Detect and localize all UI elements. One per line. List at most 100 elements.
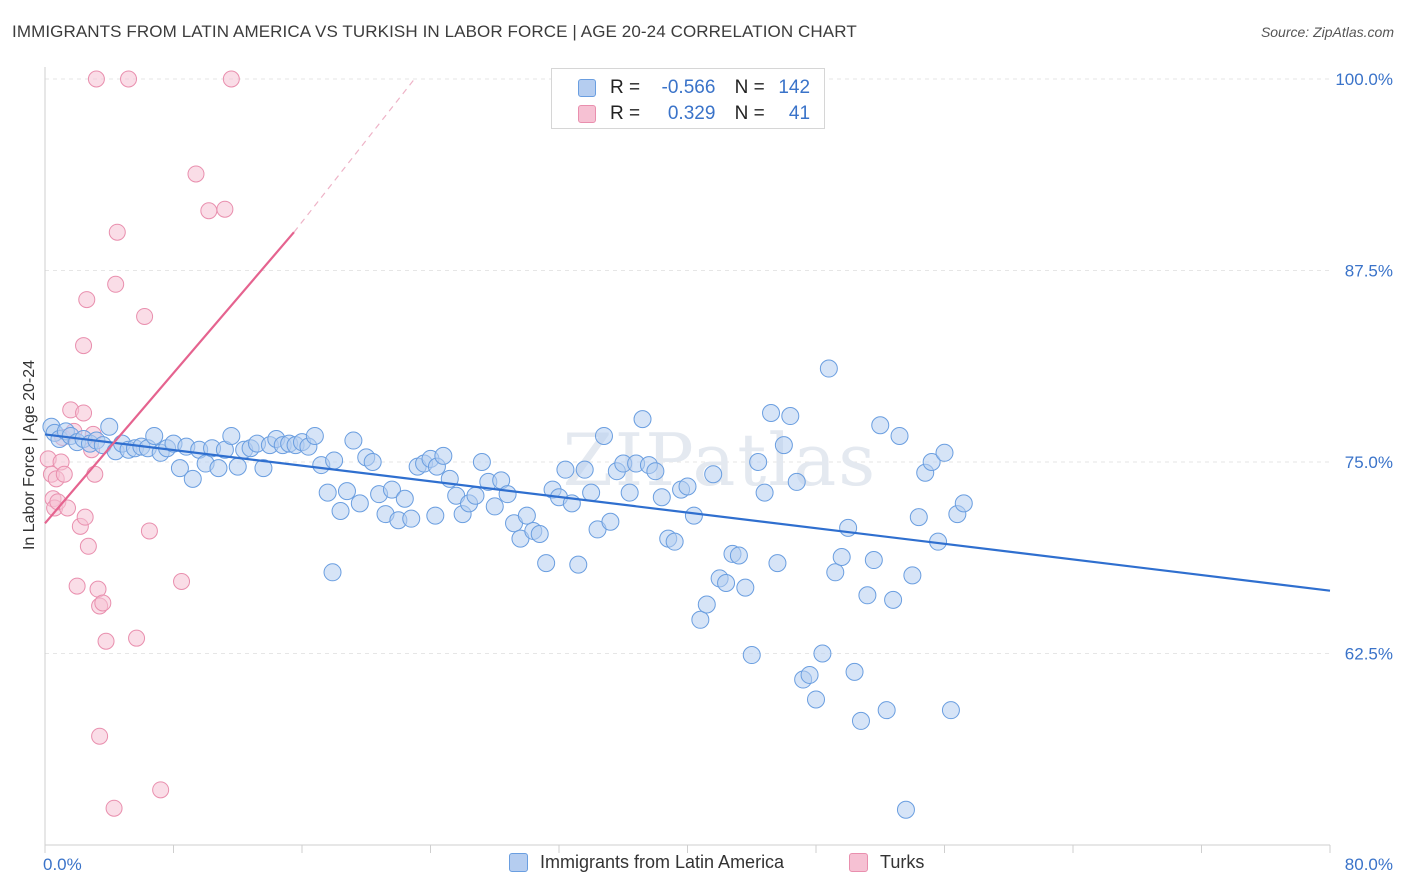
latin-america-point — [323, 563, 342, 582]
latin-america-point — [845, 662, 864, 681]
latin-america-point — [363, 453, 382, 471]
latin-america-point — [704, 465, 723, 484]
n-value: 142 — [778, 77, 811, 98]
turks-point — [75, 337, 93, 355]
y-tick-label: 75.0% — [1345, 453, 1393, 472]
latin-america-point — [472, 453, 491, 471]
latin-america-point — [170, 459, 189, 478]
latin-america-point — [774, 436, 793, 455]
turks-point — [152, 781, 170, 799]
latin-america-point — [819, 359, 838, 378]
latin-america-point — [684, 506, 703, 525]
legend-swatch-pink — [578, 105, 596, 123]
y-tick-label: 87.5% — [1345, 262, 1393, 281]
latin-america-point — [954, 494, 973, 513]
turks-point — [108, 223, 126, 241]
turks-point — [173, 572, 191, 590]
latin-america-point — [697, 595, 716, 614]
turks-point — [97, 632, 115, 650]
turks-point — [105, 799, 123, 817]
latin-america-point — [556, 460, 575, 479]
latin-america-point — [337, 482, 356, 501]
legend-swatch-pink — [849, 853, 868, 872]
latin-america-point — [183, 469, 202, 488]
turks-point — [94, 594, 112, 612]
latin-america-point — [941, 701, 960, 720]
correlation-legend: R = -0.566 N = 142 R = 0.329 N = 41 — [551, 68, 825, 129]
latin-america-point — [254, 459, 273, 478]
latin-america-point — [691, 610, 710, 629]
latin-america-point — [305, 426, 324, 445]
latin-america-point — [768, 554, 787, 573]
turks-point — [76, 508, 94, 526]
latin-america-point — [331, 502, 350, 521]
x-tick-label: 80.0% — [1345, 855, 1393, 874]
latin-america-point — [781, 407, 800, 426]
series-legend: Immigrants from Latin America Turks — [0, 851, 1406, 877]
latin-america-point — [749, 453, 768, 471]
chart-title: IMMIGRANTS FROM LATIN AMERICA VS TURKISH… — [12, 22, 857, 41]
latin-america-point — [864, 551, 883, 570]
turks-point — [87, 70, 105, 88]
latin-america-point — [877, 701, 896, 720]
turks-point — [222, 70, 240, 88]
legend-swatch-blue — [578, 79, 596, 97]
turks-point — [107, 275, 125, 293]
latin-america-point — [851, 711, 870, 730]
latin-america-point — [402, 509, 421, 528]
latin-america-point — [807, 690, 825, 709]
y-tick-label: 100.0% — [1335, 70, 1393, 89]
legend-label: Turks — [880, 852, 925, 872]
watermark: ZIPatlas — [563, 418, 877, 502]
latin-america-point — [826, 563, 845, 582]
latin-america-point — [569, 555, 588, 574]
latin-america-point — [903, 566, 922, 585]
latin-america-point — [222, 426, 241, 445]
latin-america-point — [209, 459, 228, 478]
latin-america-point — [582, 483, 601, 502]
latin-america-trendline — [44, 433, 1331, 592]
n-label: N = — [734, 77, 765, 98]
turks-point — [75, 404, 93, 422]
latin-america-point — [145, 426, 164, 445]
latin-america-point — [787, 472, 806, 491]
turks-point — [120, 70, 138, 88]
latin-america-point — [832, 547, 851, 566]
latin-america-point — [633, 410, 652, 429]
latin-america-point — [935, 443, 954, 462]
latin-america-point — [318, 483, 337, 502]
latin-america-point — [325, 451, 344, 470]
latin-america-point — [620, 483, 639, 502]
turks-point — [86, 465, 104, 483]
latin-america-point — [678, 477, 697, 496]
latin-america-point — [909, 508, 928, 527]
latin-america-point — [736, 578, 755, 597]
latin-america-point — [537, 554, 556, 573]
turks-point — [216, 200, 234, 218]
r-value: -0.566 — [661, 77, 716, 98]
latin-america-point — [762, 403, 781, 422]
latin-america-point — [922, 453, 941, 471]
turks-point — [78, 291, 96, 309]
x-tick-label: 0.0% — [43, 855, 82, 874]
latin-america-point — [646, 462, 665, 481]
latin-america-point — [350, 494, 369, 513]
latin-america-point — [517, 506, 536, 525]
turks-point — [200, 202, 218, 220]
latin-america-point — [382, 480, 401, 499]
turks-point — [55, 465, 73, 483]
turks-point — [128, 629, 146, 647]
latin-america-point — [858, 586, 877, 605]
latin-america-point — [884, 590, 903, 609]
latin-america-point — [344, 431, 363, 450]
n-label: N = — [734, 103, 765, 124]
latin-america-point — [742, 646, 761, 665]
legend-swatch-blue — [509, 853, 528, 872]
latin-america-point — [434, 446, 453, 465]
turks-trendline — [44, 231, 295, 524]
latin-america-point — [813, 644, 832, 663]
legend-label: Immigrants from Latin America — [540, 852, 785, 872]
latin-america-point — [729, 546, 748, 565]
latin-america-point — [601, 512, 620, 531]
latin-america-point — [871, 416, 890, 435]
